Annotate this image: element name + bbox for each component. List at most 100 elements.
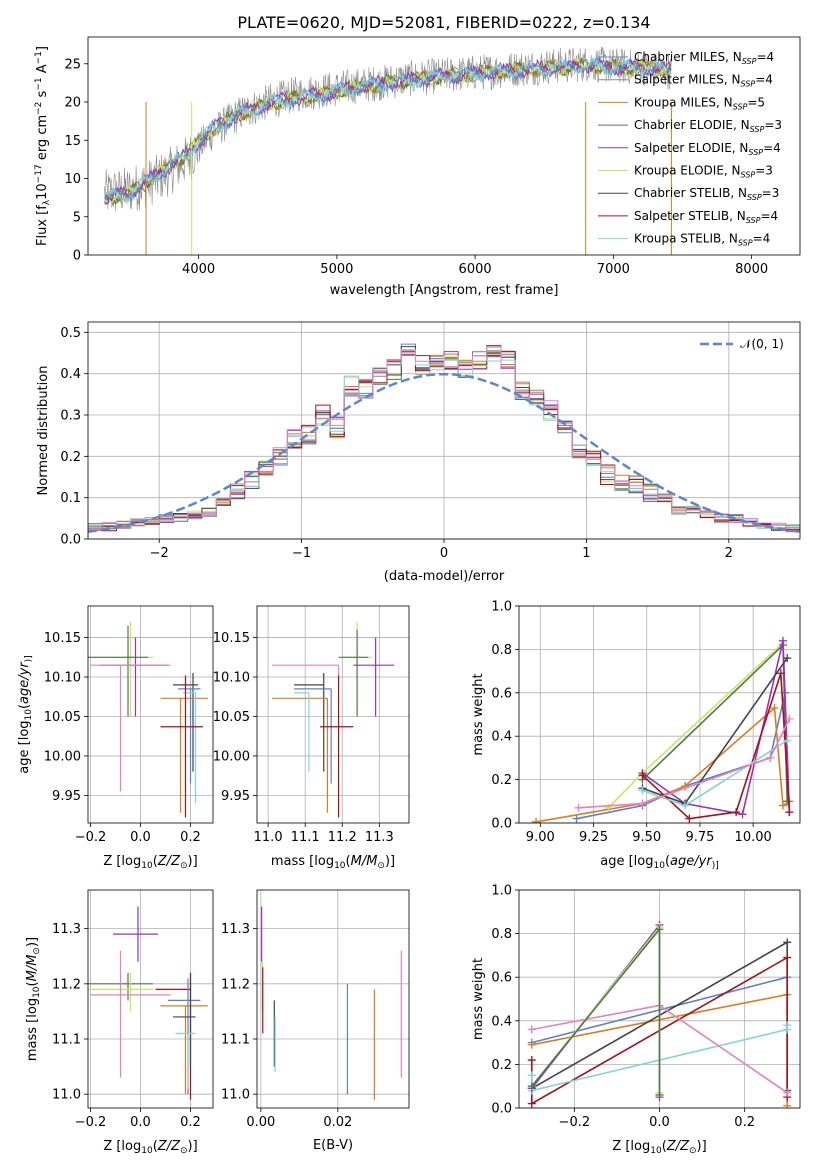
y-tick-label: 20 (64, 96, 81, 111)
y-tick-label: 11.2 (52, 977, 81, 992)
y-tick-label: 11.3 (221, 922, 250, 937)
mass-weight-series (532, 636, 794, 823)
legend-label: 𝒩(0, 1) (740, 337, 784, 351)
error-bar-point (178, 688, 201, 784)
x-axis-label: age [log10(age/yr)] (600, 854, 718, 871)
mass-weight-marker (785, 714, 794, 723)
error-bar-point (168, 978, 201, 1095)
mass-vs-ebv-panel: 0.00 0.02 11.0 11.1 11.2 11.3 E(B-V) (221, 889, 410, 1153)
x-axis-label: Z [log10(Z/Z⊙)] (103, 1139, 197, 1156)
mass-weight-marker (783, 797, 792, 806)
x-tick-label: 0.2 (180, 1115, 201, 1130)
y-tick-label: 0.4 (491, 730, 512, 745)
error-bar-point (294, 692, 310, 772)
y-tick-label: 10.15 (44, 631, 81, 646)
mass-weight-marker (685, 814, 694, 823)
spectrum-legend: Chabrier MILES, NSSP=4 Salpeter MILES, NS… (598, 50, 782, 248)
mass-weight-marker (527, 1025, 536, 1034)
x-tick-label: 9.50 (632, 830, 661, 845)
axes-frame (87, 889, 214, 1109)
y-tick-label: 0.0 (491, 1102, 512, 1117)
x-tick-label: 10.00 (735, 830, 772, 845)
x-tick-label: −2 (150, 546, 169, 561)
x-tick-label: 8000 (735, 262, 768, 277)
y-tick-label: 10.00 (213, 749, 250, 764)
mass-weight-marker (527, 1040, 536, 1049)
error-bar-point (160, 1005, 208, 1095)
x-axis-label: Z [log10(Z/Z⊙)] (612, 1139, 706, 1156)
error-bar-point (320, 675, 354, 818)
normal-distribution-curve (88, 372, 800, 534)
x-tick-label: 7000 (597, 262, 630, 277)
y-tick-label: 10 (64, 172, 81, 187)
y-tick-label: 10.05 (44, 710, 81, 725)
y-tick-label: 0.8 (491, 927, 512, 942)
legend-label: Chabrier MILES, NSSP=4 (634, 50, 774, 66)
y-tick-label: 10.15 (213, 631, 250, 646)
y-tick-label: 0.6 (491, 686, 512, 701)
mass-weight-marker (778, 801, 787, 810)
error-bar-point (88, 972, 153, 1001)
x-axis-label: (data-model)/error (384, 569, 505, 584)
mass-weight-marker (638, 799, 647, 808)
x-tick-label: 0.00 (246, 1115, 275, 1130)
axes-frame (87, 605, 214, 824)
mass-weight-marker (766, 753, 775, 762)
error-bar-point (183, 692, 197, 804)
y-axis-label: mass weight (471, 958, 486, 1040)
x-axis-label: E(B-V) (313, 1138, 353, 1153)
mass-weight-path (642, 640, 791, 816)
error-bar-points (88, 906, 208, 1100)
y-tick-label: 10.00 (44, 749, 81, 764)
mass-weight-marker (770, 703, 779, 712)
axes-frame (256, 889, 410, 1109)
y-tick-label: 0.2 (491, 1058, 512, 1073)
legend-label: Salpeter ELODIE, NSSP=4 (634, 141, 781, 157)
mass-weight-marker (638, 771, 647, 780)
mass-weight-marker (638, 786, 647, 795)
mass-weight-marker (732, 808, 741, 817)
error-bar-point (271, 697, 329, 813)
spectrum-lines (104, 46, 672, 255)
x-tick-label: 9.25 (579, 830, 608, 845)
x-tick-label: 0.0 (130, 830, 151, 845)
mass-weight-line (638, 636, 794, 819)
mass-weight-line (638, 669, 794, 823)
y-tick-label: 0.2 (60, 450, 81, 465)
x-tick-label: 9.00 (526, 830, 555, 845)
mass-weight-marker (572, 814, 581, 823)
residual-legend: 𝒩(0, 1) (700, 337, 784, 351)
mass-weight-vs-age-panel: 9.00 9.25 9.50 9.75 10.00 0.0 0.2 0.4 0.6 0.8 1.0 a… (471, 600, 801, 871)
axes-frame (518, 605, 801, 824)
y-axis-label: age [log10(age/yr)] (17, 655, 34, 773)
x-axis-label: mass [log10(M/M⊙)] (271, 854, 395, 871)
y-tick-label: 25 (64, 57, 81, 72)
y-tick-label: 11.3 (52, 922, 81, 937)
error-bar-point (90, 950, 171, 1078)
x-tick-label: 0.0 (130, 1115, 151, 1130)
y-tick-label: 9.95 (52, 789, 81, 804)
model-spectrum-line (104, 56, 672, 204)
mass-weight-marker (532, 817, 541, 823)
legend-label: Chabrier STELIB, NSSP=3 (634, 186, 779, 202)
mass-weight-line (638, 641, 792, 806)
y-tick-label: 11.1 (52, 1033, 81, 1048)
mass-weight-marker (783, 1088, 792, 1097)
x-tick-label: −0.2 (559, 1115, 591, 1130)
axes-frame (87, 36, 801, 256)
y-tick-label: 0.2 (491, 773, 512, 788)
mass-weight-marker (527, 1082, 536, 1091)
y-tick-label: 0.3 (60, 409, 81, 424)
legend-label: Kroupa ELODIE, NSSP=3 (634, 164, 773, 180)
mass-weight-marker (574, 803, 583, 812)
y-axis-label: mass [log10(M/M⊙)] (25, 937, 42, 1061)
mass-weight-marker (783, 736, 792, 745)
model-spectrum-line (104, 57, 672, 205)
mass-weight-marker (778, 636, 787, 645)
axes-frame (518, 889, 801, 1109)
legend-label: Salpeter MILES, NSSP=4 (634, 73, 773, 89)
y-tick-label: 1.0 (491, 600, 512, 615)
spectrum-panel: 4000 5000 6000 7000 8000 0 5 10 15 20 25 PLATE=0620… (34, 13, 801, 298)
y-tick-label: 11.2 (221, 977, 250, 992)
error-bar-point (90, 664, 171, 792)
